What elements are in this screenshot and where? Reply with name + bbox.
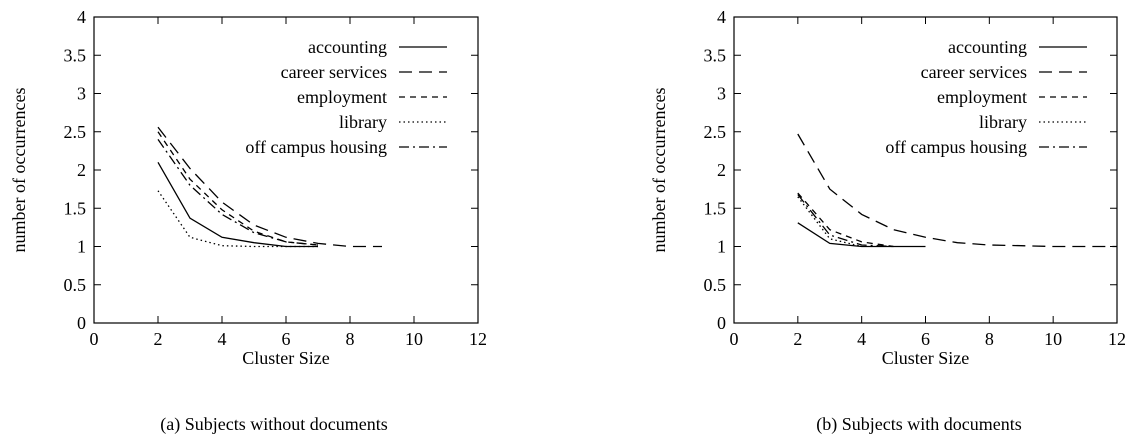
y-tick-label: 2.5 bbox=[704, 122, 727, 142]
y-tick-label: 0 bbox=[77, 313, 86, 333]
legend-label: career services bbox=[921, 62, 1027, 82]
x-axis-label: Cluster Size bbox=[882, 348, 970, 368]
x-tick-label: 8 bbox=[346, 329, 355, 349]
x-tick-label: 12 bbox=[1108, 329, 1126, 349]
legend-label: accounting bbox=[308, 37, 387, 57]
y-tick-label: 3.5 bbox=[64, 45, 87, 65]
series-line-career-services bbox=[797, 133, 1117, 248]
y-tick-label: 2 bbox=[77, 160, 86, 180]
series-line-career-services bbox=[157, 126, 382, 248]
y-tick-label: 1.5 bbox=[64, 198, 87, 218]
y-tick-label: 1 bbox=[717, 237, 726, 257]
series-line-library bbox=[157, 190, 318, 248]
chart-panel-a: 0 2 4 6 8 10 12 0 0.5 1 1.5 2 2.5 3 3.5 4 Cluster Size nu… bbox=[9, 7, 487, 435]
series-line-off-campus-housing bbox=[157, 139, 319, 246]
y-tick-label: 3.5 bbox=[704, 45, 727, 65]
figure-caption: (b) Subjects with documents bbox=[816, 414, 1021, 435]
legend-label: library bbox=[979, 112, 1027, 132]
series-line-employment bbox=[797, 192, 894, 248]
x-tick-label: 8 bbox=[985, 329, 994, 349]
x-tick-label: 0 bbox=[730, 329, 739, 349]
legend-label: off campus housing bbox=[245, 137, 387, 157]
y-axis-label: number of occurrences bbox=[9, 88, 29, 253]
chart-panel-b: 0 2 4 6 8 10 12 0 0.5 1 1.5 2 2.5 3 3.5 4 Cluster Size nu… bbox=[649, 7, 1126, 435]
y-tick-label: 1.5 bbox=[704, 198, 727, 218]
legend-label: accounting bbox=[948, 37, 1027, 57]
y-tick-label: 3 bbox=[77, 84, 86, 104]
y-tick-label: 3 bbox=[717, 84, 726, 104]
y-tick-label: 4 bbox=[717, 7, 726, 27]
y-tick-label: 4 bbox=[77, 7, 86, 27]
x-tick-label: 12 bbox=[469, 329, 487, 349]
legend-label: employment bbox=[297, 87, 387, 107]
x-tick-label: 4 bbox=[857, 329, 866, 349]
x-tick-label: 10 bbox=[1044, 329, 1062, 349]
figure-caption: (a) Subjects without documents bbox=[160, 414, 387, 435]
x-tick-label: 10 bbox=[405, 329, 423, 349]
legend-label: career services bbox=[281, 62, 387, 82]
legend-label: off campus housing bbox=[885, 137, 1027, 157]
x-tick-label: 6 bbox=[282, 329, 291, 349]
x-axis-label: Cluster Size bbox=[242, 348, 330, 368]
y-tick-label: 0.5 bbox=[704, 275, 727, 295]
series-line-accounting bbox=[797, 222, 926, 248]
y-tick-label: 2.5 bbox=[64, 122, 87, 142]
legend-label: employment bbox=[937, 87, 1027, 107]
x-tick-label: 2 bbox=[793, 329, 802, 349]
legend-label: library bbox=[339, 112, 387, 132]
y-tick-label: 0 bbox=[717, 313, 726, 333]
y-tick-label: 2 bbox=[717, 160, 726, 180]
x-tick-label: 6 bbox=[921, 329, 930, 349]
series-line-off-campus-housing bbox=[797, 194, 894, 248]
y-tick-label: 0.5 bbox=[64, 275, 87, 295]
y-tick-label: 1 bbox=[77, 237, 86, 257]
x-tick-label: 4 bbox=[218, 329, 227, 349]
y-axis-label: number of occurrences bbox=[649, 88, 669, 253]
x-tick-label: 2 bbox=[154, 329, 163, 349]
x-tick-label: 0 bbox=[90, 329, 99, 349]
